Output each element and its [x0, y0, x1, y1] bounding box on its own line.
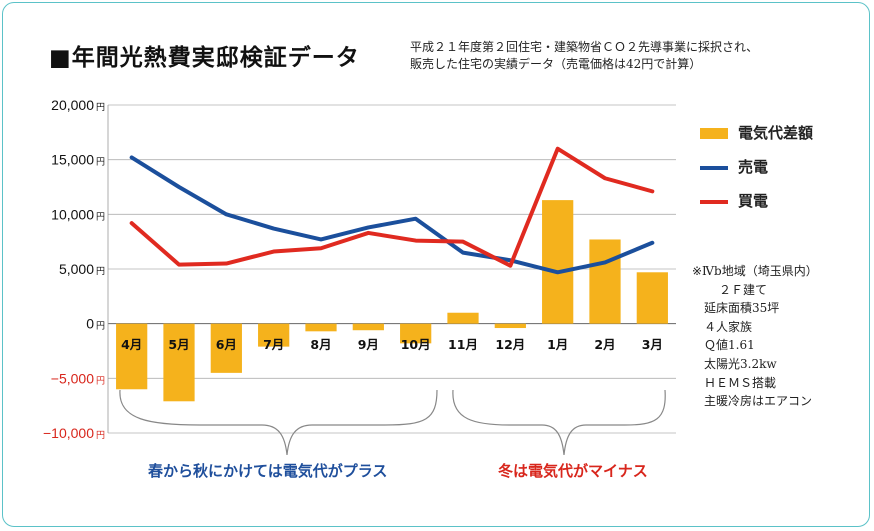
- bar: [400, 323, 432, 344]
- bar: [447, 312, 479, 324]
- bracket-layer: [119, 389, 666, 456]
- x-category-label: 7月: [263, 337, 284, 352]
- y-tick-unit: 円: [96, 211, 105, 222]
- bar: [210, 323, 242, 373]
- chart-subtitle: 平成２１年度第２回住宅・建築物省ＣＯ２先導事業に採択され、 販売した住宅の実績デ…: [410, 39, 758, 73]
- x-category-label: 2月: [594, 337, 615, 352]
- y-tick-unit: 円: [96, 102, 105, 113]
- x-category-label: 12月: [495, 337, 525, 352]
- chart-title: ■年間光熱費実邸検証データ: [49, 45, 360, 71]
- label-layer: 20,000 円15,000 円10,000 円5,000 円0 円−5,000 円−10,…: [43, 97, 663, 441]
- bar: [352, 323, 384, 331]
- bar: [116, 323, 148, 390]
- y-tick-label: 20,000: [51, 97, 94, 113]
- bar: [305, 323, 337, 332]
- x-category-label: 4月: [121, 337, 142, 352]
- note-line: ※Ⅳb地域（埼玉県内）: [692, 264, 818, 278]
- x-category-label: 9月: [358, 337, 379, 352]
- note-line: 主暖冷房はエアコン: [704, 394, 813, 409]
- y-tick-unit: 円: [96, 375, 105, 386]
- legend-label-buy: 買電: [738, 192, 769, 210]
- bracket-spring-autumn: [119, 389, 438, 456]
- x-category-label: 1月: [547, 337, 568, 352]
- bar: [589, 239, 621, 324]
- legend-label-sell: 売電: [738, 158, 769, 176]
- y-tick-unit: 円: [96, 321, 105, 332]
- legend-label-difference: 電気代差額: [738, 124, 814, 142]
- note-line: 太陽光3.2kw: [704, 356, 777, 371]
- line-layer: [129, 146, 655, 275]
- grid-layer: [107, 104, 676, 434]
- annotation-spring-autumn: 春から秋にかけては電気代がプラス: [148, 462, 388, 480]
- y-tick-unit: 円: [96, 430, 105, 441]
- y-tick-label: −5,000: [51, 370, 94, 386]
- annotation-winter: 冬は電気代がマイナス: [498, 462, 648, 480]
- bar: [542, 200, 574, 324]
- line-series-buy: [129, 146, 655, 268]
- bar: [494, 323, 526, 329]
- subtitle-line-1: 平成２１年度第２回住宅・建築物省ＣＯ２先導事業に採択され、: [410, 40, 759, 54]
- y-tick-label: 5,000: [59, 261, 94, 277]
- note-line: ２Ｆ建て: [719, 282, 768, 297]
- bar: [258, 323, 290, 347]
- x-category-label: 3月: [642, 337, 663, 352]
- legend-swatch-bar: [700, 128, 728, 139]
- x-category-label: 10月: [401, 337, 431, 352]
- y-tick-label: 0: [86, 316, 94, 332]
- x-category-label: 11月: [448, 337, 478, 352]
- bar: [636, 272, 668, 324]
- legend-swatch-sell: [700, 166, 728, 170]
- bar-layer: [116, 200, 668, 402]
- note-line: 延床面積35坪: [704, 301, 780, 316]
- note-line: Ｑ値1.61: [704, 338, 755, 353]
- subtitle-line-2: 販売した住宅の実績データ（売電価格は42円で計算）: [410, 57, 702, 71]
- x-category-label: 8月: [310, 337, 331, 352]
- y-tick-unit: 円: [96, 266, 105, 277]
- x-category-label: 5月: [168, 337, 189, 352]
- note-line: ＨＥＭＳ搭載: [704, 375, 777, 390]
- note-line: ４人家族: [704, 319, 753, 334]
- y-tick-unit: 円: [96, 157, 105, 168]
- line-series-sell: [129, 155, 655, 275]
- x-category-label: 6月: [216, 337, 237, 352]
- y-tick-label: 10,000: [51, 206, 94, 222]
- bracket-winter: [452, 389, 666, 456]
- legend-swatch-buy: [700, 200, 728, 204]
- y-tick-label: −10,000: [43, 425, 94, 441]
- house-spec-notes: ※Ⅳb地域（埼玉県内） ２Ｆ建て 延床面積35坪 ４人家族 Ｑ値1.61 太陽光…: [692, 262, 818, 411]
- bar: [163, 323, 195, 402]
- y-tick-label: 15,000: [51, 152, 94, 168]
